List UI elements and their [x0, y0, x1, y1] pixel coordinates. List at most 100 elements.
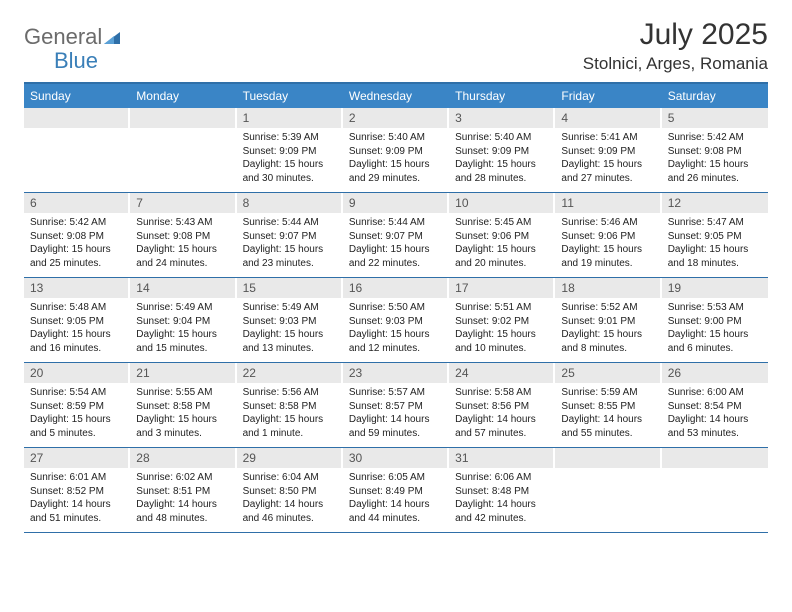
sunset-text: Sunset: 9:06 PM [455, 230, 547, 244]
sunset-text: Sunset: 9:08 PM [30, 230, 122, 244]
daylight-text: Daylight: 15 hours and 22 minutes. [349, 243, 441, 270]
day-detail-empty [662, 468, 768, 475]
day-cell: 15Sunrise: 5:49 AMSunset: 9:03 PMDayligh… [237, 278, 343, 362]
brand-blue-row: Blue [28, 48, 98, 74]
daylight-text: Daylight: 15 hours and 30 minutes. [243, 158, 335, 185]
daylight-text: Daylight: 15 hours and 1 minute. [243, 413, 335, 440]
month-title: July 2025 [583, 18, 768, 52]
sunset-text: Sunset: 9:08 PM [136, 230, 228, 244]
day-detail: Sunrise: 5:57 AMSunset: 8:57 PMDaylight:… [343, 383, 449, 444]
daylight-text: Daylight: 15 hours and 20 minutes. [455, 243, 547, 270]
day-cell: 25Sunrise: 5:59 AMSunset: 8:55 PMDayligh… [555, 363, 661, 447]
sunset-text: Sunset: 8:50 PM [243, 485, 335, 499]
sunset-text: Sunset: 9:09 PM [243, 145, 335, 159]
sunset-text: Sunset: 8:52 PM [30, 485, 122, 499]
day-detail: Sunrise: 5:49 AMSunset: 9:04 PMDaylight:… [130, 298, 236, 359]
sunrise-text: Sunrise: 5:52 AM [561, 301, 653, 315]
day-number: 31 [449, 448, 555, 468]
day-detail: Sunrise: 5:47 AMSunset: 9:05 PMDaylight:… [662, 213, 768, 274]
day-number-empty [24, 108, 130, 128]
day-cell: 7Sunrise: 5:43 AMSunset: 9:08 PMDaylight… [130, 193, 236, 277]
sunrise-text: Sunrise: 5:49 AM [243, 301, 335, 315]
daylight-text: Daylight: 15 hours and 27 minutes. [561, 158, 653, 185]
sunrise-text: Sunrise: 5:48 AM [30, 301, 122, 315]
weekday-header: Tuesday [237, 84, 343, 108]
week-row: 27Sunrise: 6:01 AMSunset: 8:52 PMDayligh… [24, 448, 768, 533]
daylight-text: Daylight: 14 hours and 51 minutes. [30, 498, 122, 525]
day-number: 27 [24, 448, 130, 468]
day-cell: 28Sunrise: 6:02 AMSunset: 8:51 PMDayligh… [130, 448, 236, 532]
day-detail: Sunrise: 5:46 AMSunset: 9:06 PMDaylight:… [555, 213, 661, 274]
week-row: 1Sunrise: 5:39 AMSunset: 9:09 PMDaylight… [24, 108, 768, 193]
day-cell: 22Sunrise: 5:56 AMSunset: 8:58 PMDayligh… [237, 363, 343, 447]
day-detail: Sunrise: 5:56 AMSunset: 8:58 PMDaylight:… [237, 383, 343, 444]
day-number: 7 [130, 193, 236, 213]
day-cell: 10Sunrise: 5:45 AMSunset: 9:06 PMDayligh… [449, 193, 555, 277]
day-cell: 18 Sunrise: 5:52 AMSunset: 9:01 PMDayligh… [555, 278, 661, 362]
day-cell: 21Sunrise: 5:55 AMSunset: 8:58 PMDayligh… [130, 363, 236, 447]
day-cell: 12Sunrise: 5:47 AMSunset: 9:05 PMDayligh… [662, 193, 768, 277]
daylight-text: Daylight: 15 hours and 29 minutes. [349, 158, 441, 185]
day-number: 19 [662, 278, 768, 298]
week-row: 6Sunrise: 5:42 AMSunset: 9:08 PMDaylight… [24, 193, 768, 278]
day-number: 13 [24, 278, 130, 298]
day-cell: 23Sunrise: 5:57 AMSunset: 8:57 PMDayligh… [343, 363, 449, 447]
daylight-text: Daylight: 15 hours and 8 minutes. [561, 328, 653, 355]
day-number: 11 [555, 193, 661, 213]
day-cell: 6Sunrise: 5:42 AMSunset: 9:08 PMDaylight… [24, 193, 130, 277]
sunrise-text: Sunrise: 5:42 AM [668, 131, 762, 145]
sunrise-text: Sunrise: 5:39 AM [243, 131, 335, 145]
day-detail: Sunrise: 6:02 AMSunset: 8:51 PMDaylight:… [130, 468, 236, 529]
sunset-text: Sunset: 8:58 PM [136, 400, 228, 414]
day-cell: 5Sunrise: 5:42 AMSunset: 9:08 PMDaylight… [662, 108, 768, 192]
day-cell: 20Sunrise: 5:54 AMSunset: 8:59 PMDayligh… [24, 363, 130, 447]
sunset-text: Sunset: 8:59 PM [30, 400, 122, 414]
sunset-text: Sunset: 9:05 PM [30, 315, 122, 329]
sunrise-text: Sunrise: 5:44 AM [243, 216, 335, 230]
daylight-text: Daylight: 15 hours and 16 minutes. [30, 328, 122, 355]
sunrise-text: Sunrise: 6:04 AM [243, 471, 335, 485]
day-cell: 26Sunrise: 6:00 AMSunset: 8:54 PMDayligh… [662, 363, 768, 447]
day-number: 18 [555, 278, 661, 298]
sunrise-text: Sunrise: 5:56 AM [243, 386, 335, 400]
sunrise-text: Sunrise: 5:54 AM [30, 386, 122, 400]
day-detail: Sunrise: 5:45 AMSunset: 9:06 PMDaylight:… [449, 213, 555, 274]
day-number: 15 [237, 278, 343, 298]
day-detail-empty [130, 128, 236, 135]
sunset-text: Sunset: 9:05 PM [668, 230, 762, 244]
weekday-header: Saturday [662, 84, 768, 108]
daylight-text: Daylight: 15 hours and 19 minutes. [561, 243, 653, 270]
sunset-text: Sunset: 8:49 PM [349, 485, 441, 499]
weekday-header: Friday [555, 84, 661, 108]
day-cell: 30Sunrise: 6:05 AMSunset: 8:49 PMDayligh… [343, 448, 449, 532]
weekday-header: Monday [130, 84, 236, 108]
day-cell [662, 448, 768, 532]
sunrise-text: Sunrise: 5:46 AM [561, 216, 653, 230]
day-number: 9 [343, 193, 449, 213]
sunset-text: Sunset: 9:00 PM [668, 315, 762, 329]
day-number: 5 [662, 108, 768, 128]
day-number: 2 [343, 108, 449, 128]
day-detail: Sunrise: 5:43 AMSunset: 9:08 PMDaylight:… [130, 213, 236, 274]
day-detail-empty [24, 128, 130, 135]
day-number-empty [662, 448, 768, 468]
daylight-text: Daylight: 14 hours and 48 minutes. [136, 498, 228, 525]
sunrise-text: Sunrise: 5:45 AM [455, 216, 547, 230]
sunrise-text: Sunrise: 5:44 AM [349, 216, 441, 230]
day-number: 21 [130, 363, 236, 383]
day-number: 29 [237, 448, 343, 468]
day-detail-empty [555, 468, 661, 475]
daylight-text: Daylight: 14 hours and 55 minutes. [561, 413, 653, 440]
daylight-text: Daylight: 14 hours and 59 minutes. [349, 413, 441, 440]
sunset-text: Sunset: 9:09 PM [455, 145, 547, 159]
day-number-empty [555, 448, 661, 468]
sunrise-text: Sunrise: 5:58 AM [455, 386, 547, 400]
sunrise-text: Sunrise: 6:01 AM [30, 471, 122, 485]
sunrise-text: Sunrise: 5:55 AM [136, 386, 228, 400]
sunset-text: Sunset: 9:01 PM [561, 315, 653, 329]
day-detail: Sunrise: 5:48 AMSunset: 9:05 PMDaylight:… [24, 298, 130, 359]
day-detail: Sunrise: 5:59 AMSunset: 8:55 PMDaylight:… [555, 383, 661, 444]
sunrise-text: Sunrise: 5:42 AM [30, 216, 122, 230]
day-number: 16 [343, 278, 449, 298]
day-detail: Sunrise: 6:05 AMSunset: 8:49 PMDaylight:… [343, 468, 449, 529]
